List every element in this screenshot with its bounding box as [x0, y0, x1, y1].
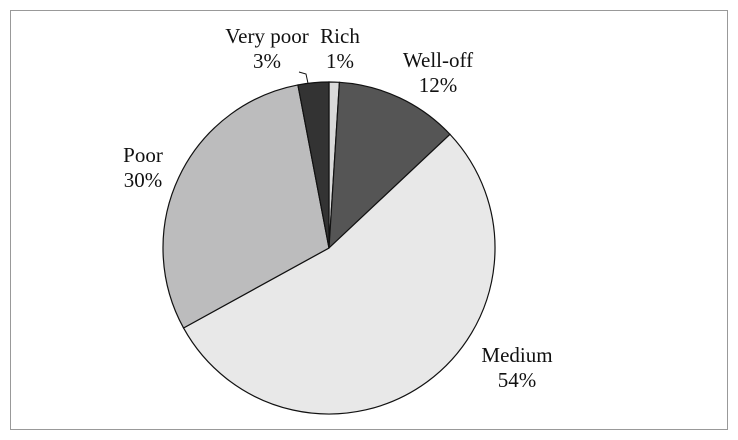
- slice-value-label: 1%: [326, 49, 354, 73]
- slice-label: Well-off: [403, 48, 473, 72]
- pie-slice: [328, 81, 451, 250]
- pie-slice: [162, 84, 330, 329]
- pie-slice: [297, 81, 330, 249]
- slice-value-label: 3%: [253, 49, 281, 73]
- slice-value-label: 12%: [419, 73, 458, 97]
- slice-label: Medium: [481, 343, 552, 367]
- slice-label: Very poor: [225, 24, 308, 48]
- slice-label: Poor: [123, 143, 163, 167]
- slice-value-label: 30%: [124, 168, 163, 192]
- pie-slice: [182, 133, 496, 415]
- slice-value-label: 54%: [498, 368, 537, 392]
- slice-label: Rich: [320, 24, 360, 48]
